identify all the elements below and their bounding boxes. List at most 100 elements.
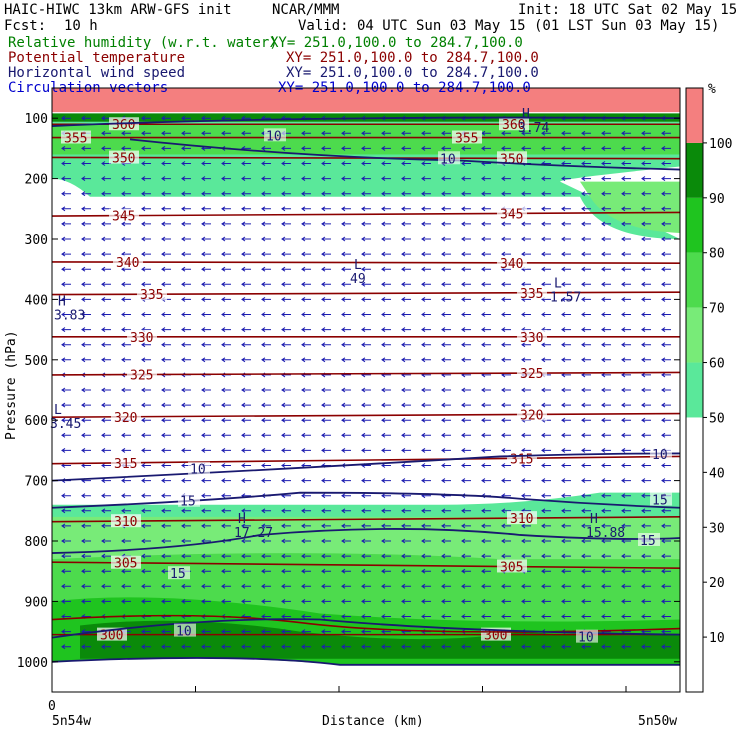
circulation-vector bbox=[261, 508, 271, 514]
circulation-vector bbox=[561, 538, 571, 544]
circulation-vector bbox=[121, 538, 131, 544]
circulation-vector bbox=[461, 206, 471, 212]
circulation-vector bbox=[461, 176, 471, 182]
circulation-vector bbox=[241, 553, 251, 559]
circulation-vector bbox=[661, 372, 671, 378]
circulation-vector bbox=[281, 417, 291, 423]
speed-label: 10 bbox=[440, 152, 456, 167]
circulation-vector bbox=[61, 644, 71, 650]
circulation-vector bbox=[221, 115, 231, 121]
circulation-vector bbox=[581, 553, 591, 559]
circulation-vector bbox=[401, 206, 411, 212]
circulation-vector bbox=[241, 236, 251, 242]
circulation-vector bbox=[381, 432, 391, 438]
circulation-vector bbox=[81, 493, 91, 499]
circulation-vector bbox=[621, 221, 631, 227]
circulation-vector bbox=[661, 161, 671, 166]
circulation-vector bbox=[141, 251, 151, 257]
theta-label-bg bbox=[113, 255, 143, 269]
circulation-vector bbox=[161, 281, 171, 287]
circulation-vector bbox=[321, 447, 331, 453]
circulation-vector bbox=[101, 523, 111, 529]
circulation-vector bbox=[461, 312, 471, 317]
circulation-vector bbox=[321, 538, 331, 544]
circulation-vector bbox=[601, 266, 611, 272]
speed-label: 10 bbox=[578, 631, 594, 646]
x-end-label: 5n50w bbox=[638, 714, 677, 729]
circulation-vector bbox=[121, 583, 131, 589]
circulation-vector bbox=[501, 221, 511, 227]
circulation-vector bbox=[441, 644, 451, 650]
circulation-vector bbox=[501, 644, 511, 650]
circulation-vector bbox=[181, 357, 191, 363]
circulation-vector bbox=[301, 145, 311, 151]
y-tick-label: 400 bbox=[25, 293, 48, 308]
circulation-vector bbox=[661, 266, 671, 272]
circulation-vector bbox=[381, 447, 391, 453]
circulation-vector bbox=[641, 417, 651, 423]
circulation-vector bbox=[521, 251, 531, 257]
circulation-vector bbox=[341, 553, 351, 559]
circulation-vector bbox=[381, 402, 391, 408]
circulation-vector bbox=[601, 614, 611, 619]
circulation-vector bbox=[81, 644, 91, 650]
circulation-vector bbox=[241, 266, 251, 272]
circulation-vector bbox=[321, 553, 331, 559]
circulation-vector bbox=[61, 598, 71, 604]
circulation-vector bbox=[241, 447, 251, 453]
circulation-vector bbox=[141, 598, 151, 604]
circulation-vector bbox=[661, 206, 671, 212]
circulation-vector bbox=[201, 221, 211, 227]
circulation-vector bbox=[321, 342, 331, 348]
y-tick-label: 500 bbox=[25, 354, 48, 369]
circulation-vector bbox=[81, 583, 91, 589]
circulation-vector bbox=[121, 598, 131, 604]
theta-label-bg bbox=[497, 151, 527, 165]
circulation-vector bbox=[581, 583, 591, 589]
circulation-vector bbox=[481, 327, 491, 333]
circulation-vector bbox=[461, 145, 471, 151]
circulation-vector bbox=[481, 387, 491, 393]
circulation-vector bbox=[341, 523, 351, 529]
circulation-vector bbox=[381, 357, 391, 363]
circulation-vector bbox=[481, 523, 491, 529]
circulation-vector bbox=[341, 447, 351, 453]
extremum-value: 3.45 bbox=[50, 417, 81, 432]
theta-label-bg bbox=[517, 329, 547, 343]
circulation-vector bbox=[161, 266, 171, 272]
circulation-vector bbox=[121, 130, 131, 136]
circulation-vector bbox=[101, 327, 111, 333]
circulation-vector bbox=[341, 236, 351, 242]
circulation-vector bbox=[401, 327, 411, 333]
circulation-vector bbox=[541, 478, 551, 484]
circulation-vector bbox=[501, 402, 511, 408]
circulation-vector bbox=[641, 478, 651, 484]
circulation-vector bbox=[161, 432, 171, 438]
circulation-vector bbox=[261, 629, 271, 635]
circulation-vector bbox=[241, 161, 251, 166]
circulation-vector bbox=[181, 191, 191, 197]
circulation-vector bbox=[601, 251, 611, 257]
circulation-vector bbox=[181, 145, 191, 151]
circulation-vector bbox=[561, 478, 571, 484]
circulation-vector bbox=[481, 568, 491, 574]
circulation-vector bbox=[641, 508, 651, 514]
circulation-vector bbox=[61, 161, 71, 166]
circulation-vector bbox=[281, 191, 291, 197]
circulation-vector bbox=[481, 251, 491, 257]
circulation-vector bbox=[301, 281, 311, 287]
circulation-vector bbox=[281, 221, 291, 227]
init-time: Init: 18 UTC Sat 02 May 15 bbox=[518, 2, 737, 18]
circulation-vector bbox=[221, 176, 231, 182]
circulation-vector bbox=[661, 387, 671, 393]
circulation-vector bbox=[661, 463, 671, 468]
circulation-vector bbox=[581, 296, 591, 302]
circulation-vector bbox=[441, 463, 451, 468]
circulation-vector bbox=[481, 553, 491, 559]
circulation-vector bbox=[401, 357, 411, 363]
circulation-vector bbox=[381, 538, 391, 544]
circulation-vector bbox=[281, 387, 291, 393]
colorbar-swatch bbox=[686, 142, 703, 198]
circulation-vector bbox=[661, 281, 671, 287]
theta-label-310: 310 bbox=[114, 515, 137, 530]
